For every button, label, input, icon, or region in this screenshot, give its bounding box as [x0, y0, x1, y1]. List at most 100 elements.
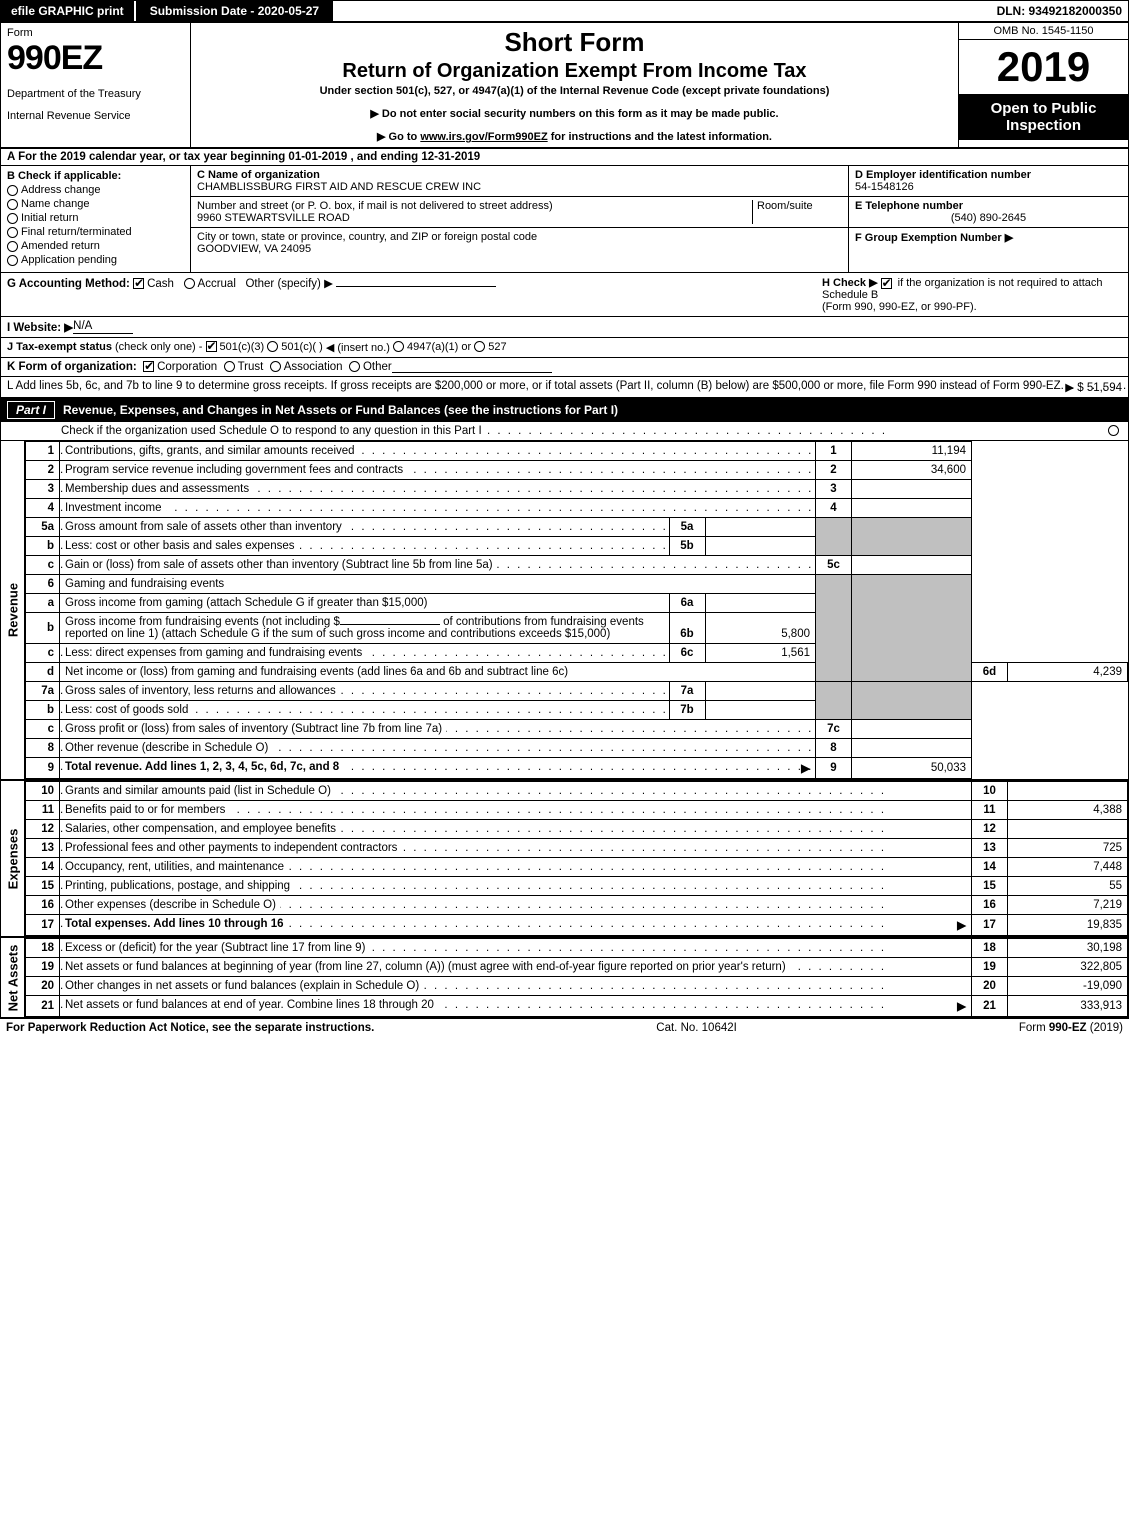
line-l-text: L Add lines 5b, 6c, and 7b to line 9 to … — [7, 380, 1065, 394]
line-12: 12Salaries, other compensation, and empl… — [26, 820, 1128, 839]
street-label: Number and street (or P. O. box, if mail… — [197, 200, 752, 212]
cb-cash[interactable] — [133, 278, 144, 289]
net-assets-side-label: Net Assets — [1, 938, 25, 1017]
form-header: Form 990EZ Department of the Treasury In… — [1, 23, 1128, 149]
revenue-side-label: Revenue — [1, 441, 25, 779]
ein-row: D Employer identification number 54-1548… — [849, 166, 1128, 197]
cb-amended[interactable]: Amended return — [7, 240, 184, 252]
line-k-label: K Form of organization: — [7, 361, 137, 373]
cb-initial-return[interactable]: Initial return — [7, 212, 184, 224]
footer: For Paperwork Reduction Act Notice, see … — [0, 1018, 1129, 1037]
footer-cat: Cat. No. 10642I — [656, 1022, 737, 1034]
dept-irs: Internal Revenue Service — [7, 110, 184, 122]
tax-year: 2019 — [959, 40, 1128, 94]
line-17: 17Total expenses. Add lines 10 through 1… — [26, 915, 1128, 936]
section-c: C Name of organization CHAMBLISSBURG FIR… — [191, 166, 848, 272]
ein-label: D Employer identification number — [855, 169, 1122, 181]
cb-accrual[interactable] — [184, 278, 195, 289]
line-19: 19Net assets or fund balances at beginni… — [26, 958, 1128, 977]
part-1-check: Check if the organization used Schedule … — [1, 422, 1128, 441]
line-18: 18Excess or (deficit) for the year (Subt… — [26, 939, 1128, 958]
line-g-h: G Accounting Method: Cash Accrual Other … — [1, 273, 1128, 317]
goto-note: ▶ Go to www.irs.gov/Form990EZ for instru… — [201, 130, 948, 143]
dept-treasury: Department of the Treasury — [7, 88, 184, 100]
form-container: efile GRAPHIC print Submission Date - 20… — [0, 0, 1129, 1018]
section-b-title: B Check if applicable: — [7, 170, 184, 182]
line-10: 10Grants and similar amounts paid (list … — [26, 782, 1128, 801]
cb-501c3[interactable] — [206, 341, 217, 352]
street: 9960 STEWARTSVILLE ROAD — [197, 212, 752, 224]
cb-trust[interactable] — [224, 361, 235, 372]
group-row: F Group Exemption Number ▶ — [849, 228, 1128, 247]
efile-print-button[interactable]: efile GRAPHIC print — [1, 1, 136, 21]
cb-527[interactable] — [474, 341, 485, 352]
line-7a: 7aGross sales of inventory, less returns… — [26, 682, 1128, 701]
cb-assoc[interactable] — [270, 361, 281, 372]
section-d: D Employer identification number 54-1548… — [848, 166, 1128, 272]
group-label: F Group Exemption Number ▶ — [855, 232, 1013, 244]
form-subtitle: Under section 501(c), 527, or 4947(a)(1)… — [201, 85, 948, 97]
line-h-forms: (Form 990, 990-EZ, or 990-PF). — [822, 301, 977, 313]
info-grid: B Check if applicable: Address change Na… — [1, 166, 1128, 273]
tel: (540) 890-2645 — [855, 212, 1122, 224]
org-name-label: C Name of organization — [197, 169, 842, 181]
cb-name-change[interactable]: Name change — [7, 198, 184, 210]
form-title-1: Short Form — [201, 27, 948, 58]
org-name: CHAMBLISSBURG FIRST AID AND RESCUE CREW … — [197, 181, 842, 193]
line-5c: cGain or (loss) from sale of assets othe… — [26, 556, 1128, 575]
form-number: 990EZ — [7, 39, 184, 78]
submission-date: Submission Date - 2020-05-27 — [136, 1, 333, 21]
footer-right: Form 990-EZ (2019) — [1019, 1022, 1123, 1034]
cb-final-return[interactable]: Final return/terminated — [7, 226, 184, 238]
net-assets-section: Net Assets 18Excess or (deficit) for the… — [1, 936, 1128, 1017]
line-21: 21Net assets or fund balances at end of … — [26, 996, 1128, 1017]
form-title-2: Return of Organization Exempt From Incom… — [201, 60, 948, 83]
section-b: B Check if applicable: Address change Na… — [1, 166, 191, 272]
line-i: I Website: ▶ N/A — [1, 317, 1128, 338]
line-i-label: I Website: ▶ — [7, 320, 73, 334]
cb-other-org[interactable] — [349, 361, 360, 372]
form-label: Form — [7, 27, 184, 39]
line-14: 14Occupancy, rent, utilities, and mainte… — [26, 858, 1128, 877]
footer-left: For Paperwork Reduction Act Notice, see … — [6, 1022, 374, 1034]
room-label: Room/suite — [752, 200, 842, 224]
header-middle: Short Form Return of Organization Exempt… — [191, 23, 958, 147]
tel-label: E Telephone number — [855, 200, 1122, 212]
city-label: City or town, state or province, country… — [197, 231, 842, 243]
open-inspection: Open to Public Inspection — [959, 94, 1128, 140]
line-8: 8Other revenue (describe in Schedule O)8 — [26, 739, 1128, 758]
line-7c: cGross profit or (loss) from sales of in… — [26, 720, 1128, 739]
cb-schedule-o[interactable] — [1108, 425, 1119, 436]
cb-pending[interactable]: Application pending — [7, 254, 184, 266]
part-1-label: Part I — [7, 401, 55, 419]
line-l: L Add lines 5b, 6c, and 7b to line 9 to … — [1, 377, 1128, 398]
irs-link[interactable]: www.irs.gov/Form990EZ — [420, 131, 547, 143]
cb-4947[interactable] — [393, 341, 404, 352]
cb-schedule-b[interactable] — [881, 278, 892, 289]
cb-address-change[interactable]: Address change — [7, 184, 184, 196]
line-j-label: J Tax-exempt status — [7, 341, 112, 354]
expenses-side-label: Expenses — [1, 781, 25, 936]
city: GOODVIEW, VA 24095 — [197, 243, 842, 255]
line-4: 4Investment income4 — [26, 499, 1128, 518]
revenue-table: 1Contributions, gifts, grants, and simil… — [25, 441, 1128, 779]
line-g-label: G Accounting Method: — [7, 278, 130, 290]
street-row: Number and street (or P. O. box, if mail… — [191, 197, 848, 228]
line-16: 16Other expenses (describe in Schedule O… — [26, 896, 1128, 915]
ein: 54-1548126 — [855, 181, 1122, 193]
ssn-note: ▶ Do not enter social security numbers o… — [201, 107, 948, 120]
omb-number: OMB No. 1545-1150 — [959, 23, 1128, 40]
expenses-section: Expenses 10Grants and similar amounts pa… — [1, 779, 1128, 936]
line-11: 11Benefits paid to or for members114,388 — [26, 801, 1128, 820]
goto-post: for instructions and the latest informat… — [548, 131, 772, 143]
part-1-title: Revenue, Expenses, and Changes in Net As… — [63, 403, 618, 417]
line-2: 2Program service revenue including gover… — [26, 461, 1128, 480]
top-bar: efile GRAPHIC print Submission Date - 20… — [1, 1, 1128, 23]
cb-corp[interactable] — [143, 361, 154, 372]
line-6: 6Gaming and fundraising events — [26, 575, 1128, 594]
line-k: K Form of organization: Corporation Trus… — [1, 358, 1128, 377]
cb-501c[interactable] — [267, 341, 278, 352]
line-9: 9Total revenue. Add lines 1, 2, 3, 4, 5c… — [26, 758, 1128, 779]
line-1: 1Contributions, gifts, grants, and simil… — [26, 442, 1128, 461]
org-name-row: C Name of organization CHAMBLISSBURG FIR… — [191, 166, 848, 197]
